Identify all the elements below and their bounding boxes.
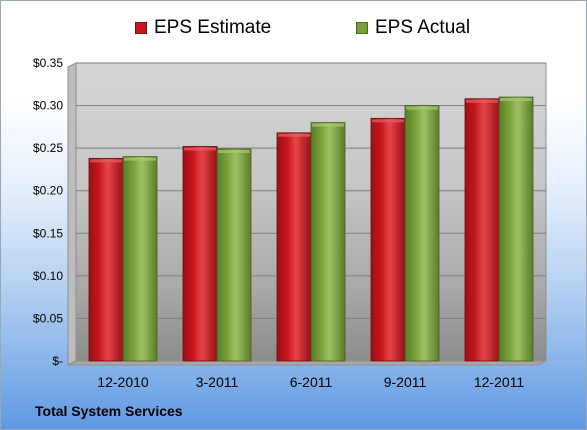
legend-label-estimate: EPS Estimate <box>154 17 272 38</box>
x-tick-label: 12-2011 <box>474 374 525 390</box>
bar-eps-actual <box>122 156 158 362</box>
bar-top-estimate <box>372 119 404 123</box>
bar-eps-estimate <box>88 157 124 362</box>
bar-top-estimate <box>278 133 310 137</box>
bar-eps-actual <box>498 96 534 362</box>
bar-eps-actual <box>216 148 252 362</box>
company-title: Total System Services <box>35 403 183 419</box>
x-tick-label: 6-2011 <box>290 374 333 390</box>
plot-side-wall <box>67 62 77 366</box>
legend-swatch-estimate <box>135 22 147 34</box>
bar-top-actual <box>312 123 344 127</box>
bar-eps-estimate <box>182 146 218 362</box>
bar-eps-actual <box>404 105 440 362</box>
bar-eps-actual <box>310 122 346 362</box>
legend-label-actual: EPS Actual <box>375 17 471 38</box>
bar-eps-estimate <box>276 132 312 362</box>
y-tick-label: $0.30 <box>33 99 63 113</box>
y-tick-label: $0.20 <box>33 184 63 198</box>
chart-legend: EPS Estimate EPS Actual <box>1 15 586 41</box>
bar-top-actual <box>218 149 250 153</box>
y-tick-label: $0.10 <box>33 269 63 283</box>
y-tick-label: $- <box>52 354 63 368</box>
y-tick-label: $0.25 <box>33 141 63 155</box>
plot-floor <box>67 360 547 366</box>
bar-top-estimate <box>184 147 216 151</box>
x-tick-label: 3-2011 <box>196 374 239 390</box>
bar-top-actual <box>500 98 532 102</box>
bar-eps-estimate <box>464 98 500 362</box>
bar-top-actual <box>406 106 438 110</box>
y-tick-label: $0.05 <box>33 311 63 325</box>
bar-top-estimate <box>90 159 122 163</box>
x-tick-label: 12-2010 <box>97 374 149 390</box>
legend-swatch-actual <box>356 22 368 34</box>
y-tick-label: $0.35 <box>33 56 63 70</box>
legend-item-actual: EPS Actual <box>356 15 470 41</box>
y-tick-label: $0.15 <box>33 226 63 240</box>
bar-eps-estimate <box>370 117 406 362</box>
bar-top-actual <box>124 157 156 161</box>
x-tick-label: 9-2011 <box>384 374 427 390</box>
legend-item-estimate: EPS Estimate <box>135 15 271 41</box>
bar-top-estimate <box>466 99 498 103</box>
